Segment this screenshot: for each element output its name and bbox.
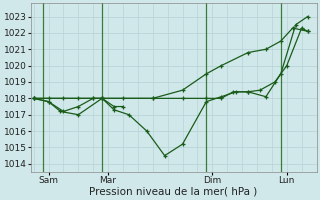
X-axis label: Pression niveau de la mer( hPa ): Pression niveau de la mer( hPa ) xyxy=(90,187,258,197)
